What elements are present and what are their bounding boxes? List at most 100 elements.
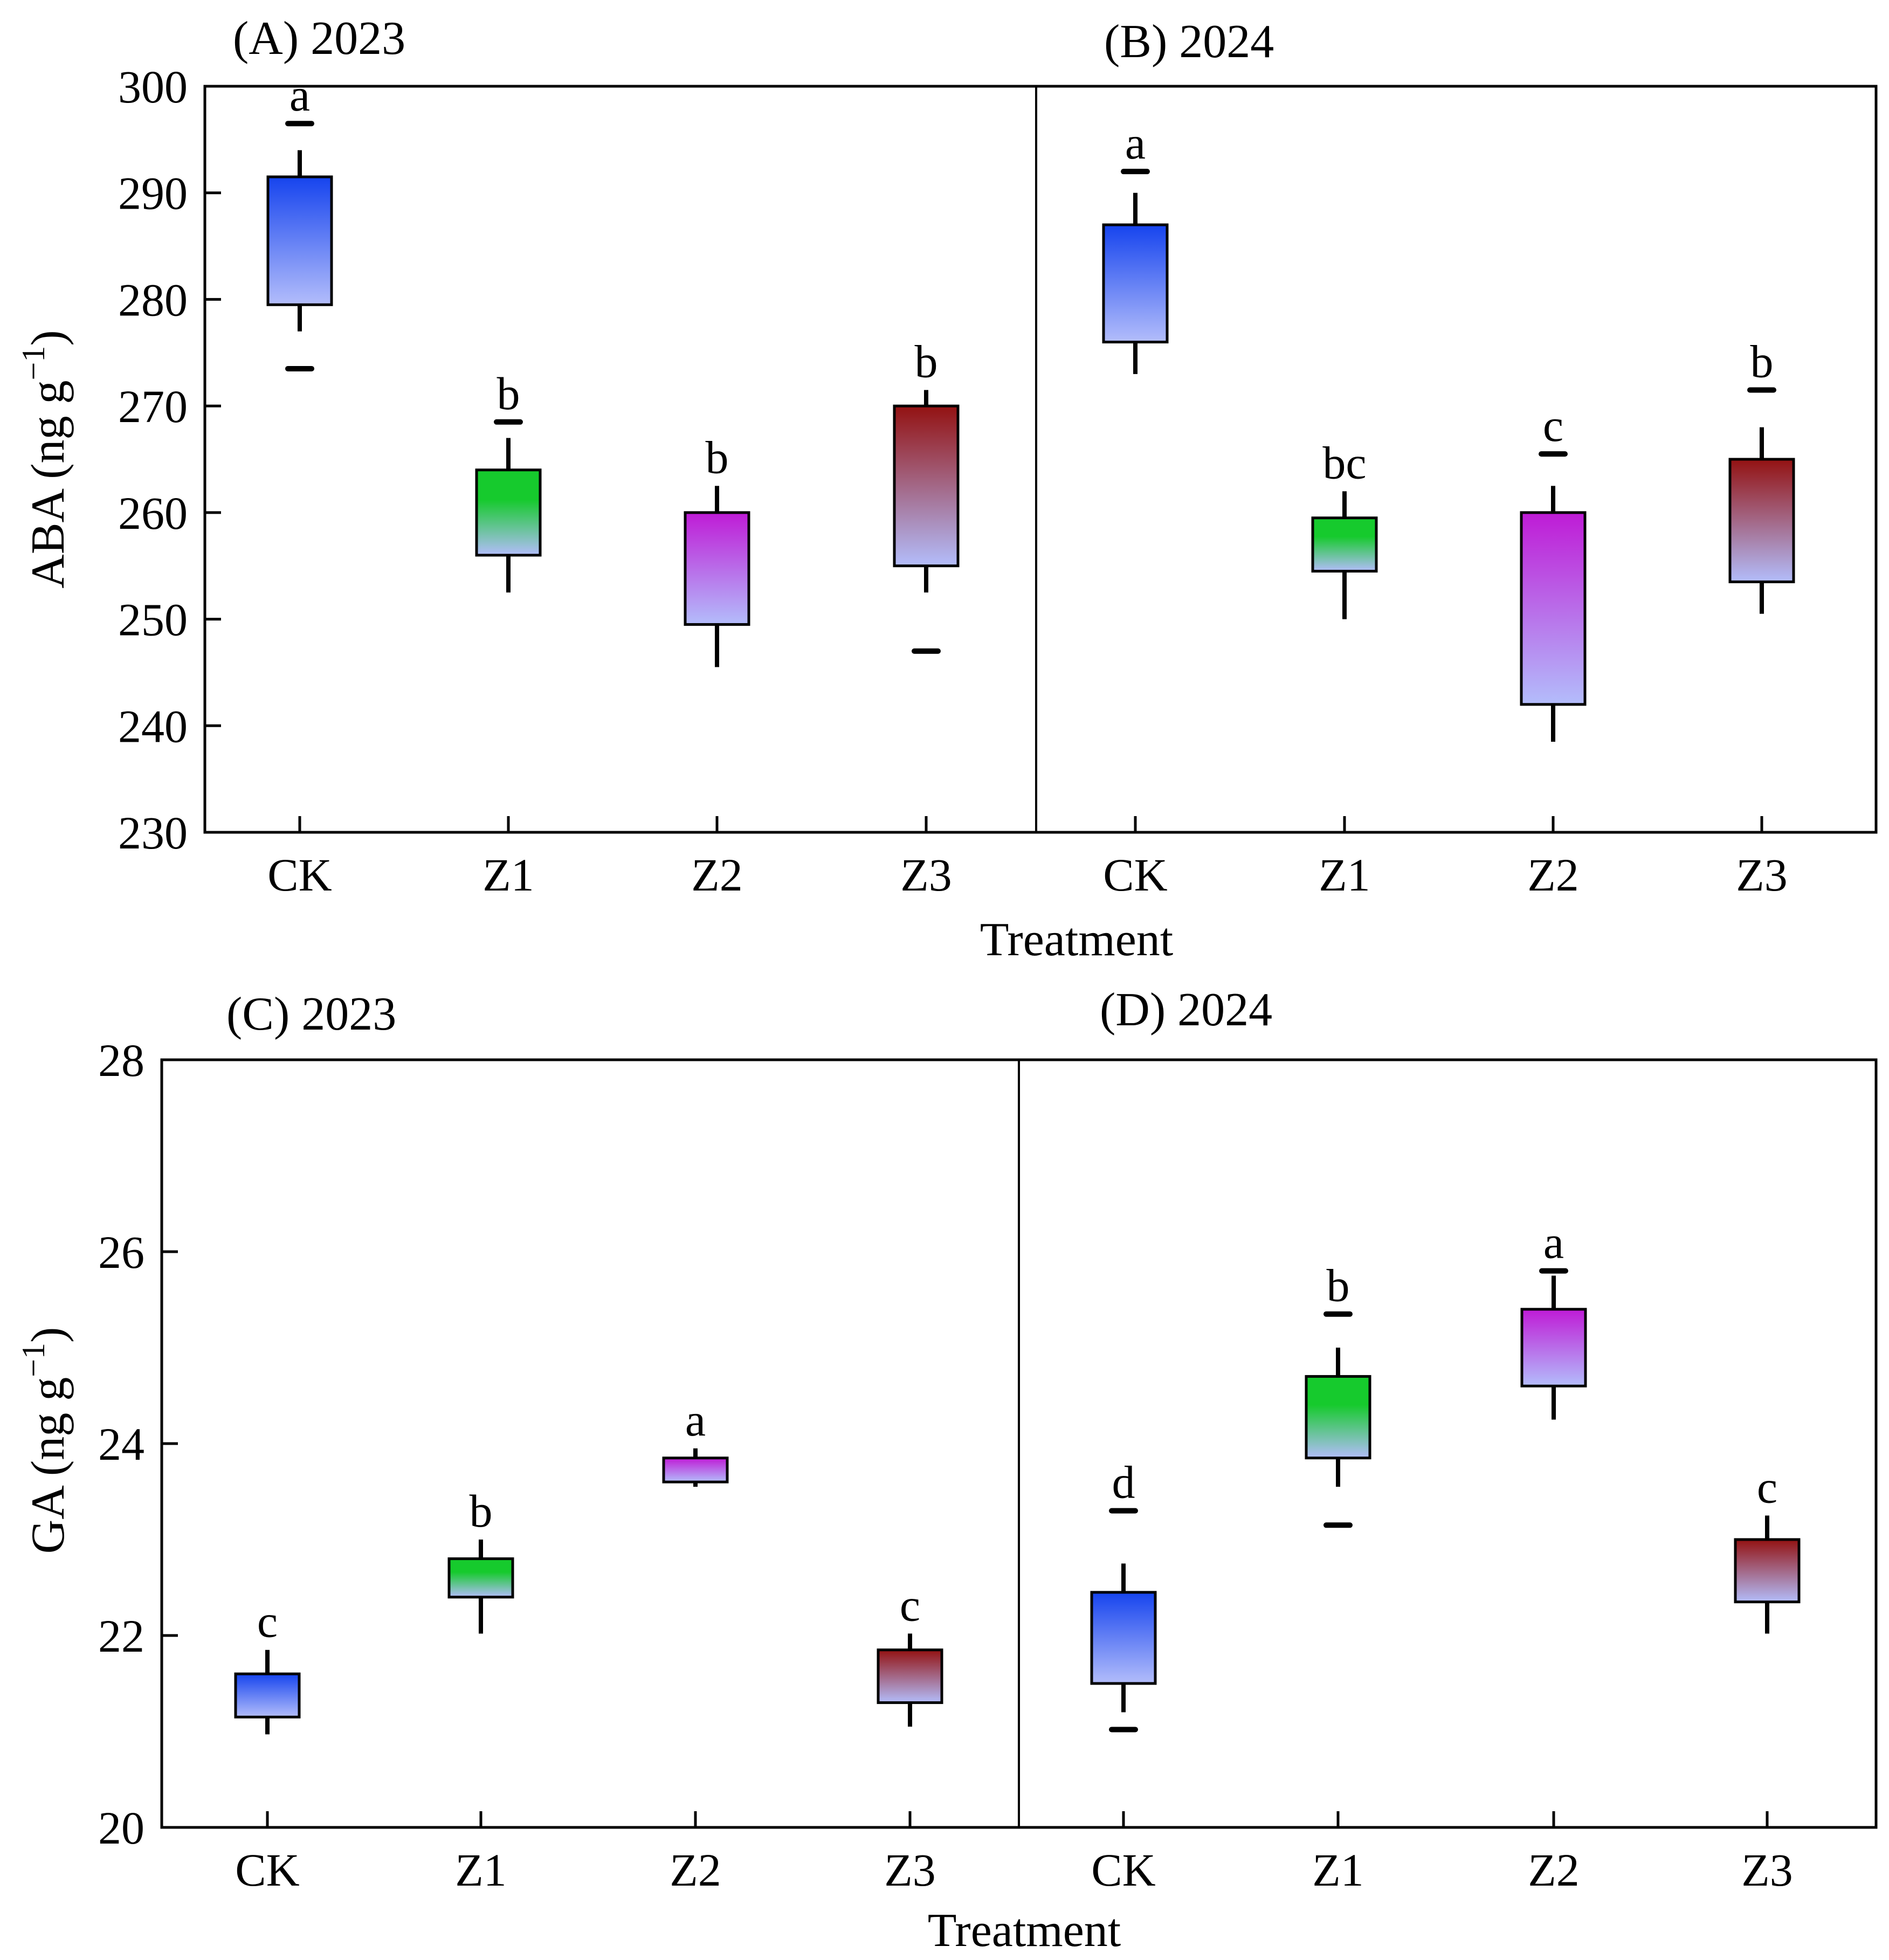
y-tick-label: 28 [98,1034,144,1086]
x-tick-label: Z3 [1741,1844,1793,1896]
x-tick-label: Z2 [1528,1844,1580,1896]
figure-bottom-ga: (C) 2023 (D) 2024 GA (ng g−1) Treatment … [16,984,1878,1957]
y-axis-title-top-main: ABA (ng g [22,380,74,588]
x-tick-label: Z2 [1527,849,1579,901]
y-tick-label: 280 [118,274,188,326]
box-z1: b [475,368,542,593]
significance-letter: c [257,1596,278,1647]
box-z1: b [1305,1260,1371,1528]
x-tick-label: Z3 [900,849,952,901]
panel-title-b: (B) 2024 [1104,16,1274,68]
x-axis-title-top: Treatment [980,914,1174,966]
y-axis-title-bottom-main: GA (ng g [22,1377,74,1554]
significance-letter: b [915,335,938,387]
significance-letter: b [497,368,520,419]
significance-letter: b [470,1485,493,1537]
significance-letter: b [1750,335,1774,387]
y-tick-label: 240 [118,700,188,752]
y-tick-label: 250 [118,594,188,646]
x-axis-labels-bottom: CK Z1 Z2 Z3 CK Z1 Z2 Z3 [235,1811,1793,1896]
y-axis-title-top-sup: −1 [16,346,51,381]
panel-title-c: (C) 2023 [226,988,396,1040]
significance-letter: a [1543,1217,1564,1268]
box-z3: b [893,335,960,654]
box-iqr [877,1648,943,1704]
x-tick-label: Z1 [1319,849,1370,901]
x-axis-labels-top: CK Z1 Z2 Z3 CK Z1 Z2 Z3 [267,816,1788,901]
box-ck: d [1090,1457,1157,1733]
y-axis-title-bottom: GA (ng g−1) [16,1327,74,1554]
y-axis-title-bottom-close: ) [22,1327,74,1343]
box-z3: b [1728,335,1795,614]
box-iqr [1734,1538,1801,1604]
x-tick-label: Z1 [455,1844,507,1896]
y-tick-label: 230 [118,807,188,859]
box-iqr [447,1557,514,1599]
box-iqr [234,1672,301,1719]
figure-top-aba: (A) 2023 (B) 2024 ABA (ng g−1) Treatment… [16,12,1878,966]
boxes-panel-c: c b a c [234,1394,943,1735]
box-iqr [1520,511,1587,706]
y-tick-label: 22 [98,1610,144,1662]
y-tick-label: 290 [118,168,188,219]
significance-letter: a [1125,117,1146,169]
y-tick-label: 26 [98,1226,144,1278]
y-axis-title-top: ABA (ng g−1) [16,330,74,588]
y-axis-title-top-close: ) [22,330,74,346]
box-iqr [1311,516,1378,573]
significance-letter: a [685,1394,706,1446]
box-iqr [893,404,960,568]
boxes-panel-b: a bc c b [1102,117,1795,742]
box-iqr [475,468,542,557]
x-tick-label: Z3 [1736,849,1788,901]
box-iqr [1728,458,1795,583]
significance-letter: c [1543,399,1563,451]
box-iqr [1520,1308,1587,1388]
boxes-panel-a: a b b b [266,69,960,667]
x-tick-label: CK [235,1844,299,1896]
box-z2: b [684,431,750,667]
y-tick-label: 260 [118,487,188,539]
x-tick-label: Z2 [691,849,743,901]
x-tick-label: Z1 [1312,1844,1364,1896]
box-iqr [1102,223,1169,344]
significance-letter: c [900,1579,920,1631]
box-iqr [266,175,333,306]
box-ck: a [266,69,333,371]
box-z3: c [877,1579,943,1727]
x-axis-title-bottom: Treatment [928,1904,1121,1957]
box-ck: a [1102,117,1169,374]
y-tick-label: 24 [98,1418,144,1470]
box-z1: b [447,1485,514,1634]
panel-title-d: (D) 2024 [1100,984,1272,1036]
significance-letter: bc [1322,437,1366,488]
plot-frame-top [203,85,1878,834]
x-tick-label: Z3 [884,1844,936,1896]
box-z2: a [1520,1217,1587,1420]
boxes-panel-d: d b a c [1090,1217,1801,1733]
significance-letter: b [706,431,729,483]
y-tick-label: 270 [118,381,188,432]
x-tick-label: CK [1091,1844,1155,1896]
box-iqr [1305,1375,1371,1460]
x-tick-label: CK [267,849,332,901]
x-tick-label: Z1 [482,849,534,901]
x-tick-label: CK [1103,849,1167,901]
box-ck: c [234,1596,301,1735]
significance-letter: c [1757,1461,1777,1513]
significance-letter: d [1112,1457,1135,1508]
y-axis-ticks-top: 230 240 250 260 270 280 290 300 [118,61,221,859]
y-axis-ticks-bottom: 20 22 24 26 28 [98,1034,178,1854]
y-axis-title-bottom-sup: −1 [16,1343,51,1377]
box-iqr [662,1457,729,1483]
y-tick-label: 20 [98,1802,144,1854]
significance-letter: a [289,69,310,121]
panel-title-a: (A) 2023 [233,12,405,65]
y-tick-label: 300 [118,61,188,113]
box-z3: c [1734,1461,1801,1634]
x-tick-label: Z2 [670,1844,721,1896]
box-iqr [684,511,750,626]
significance-letter: b [1327,1260,1350,1312]
box-iqr [1090,1591,1157,1685]
